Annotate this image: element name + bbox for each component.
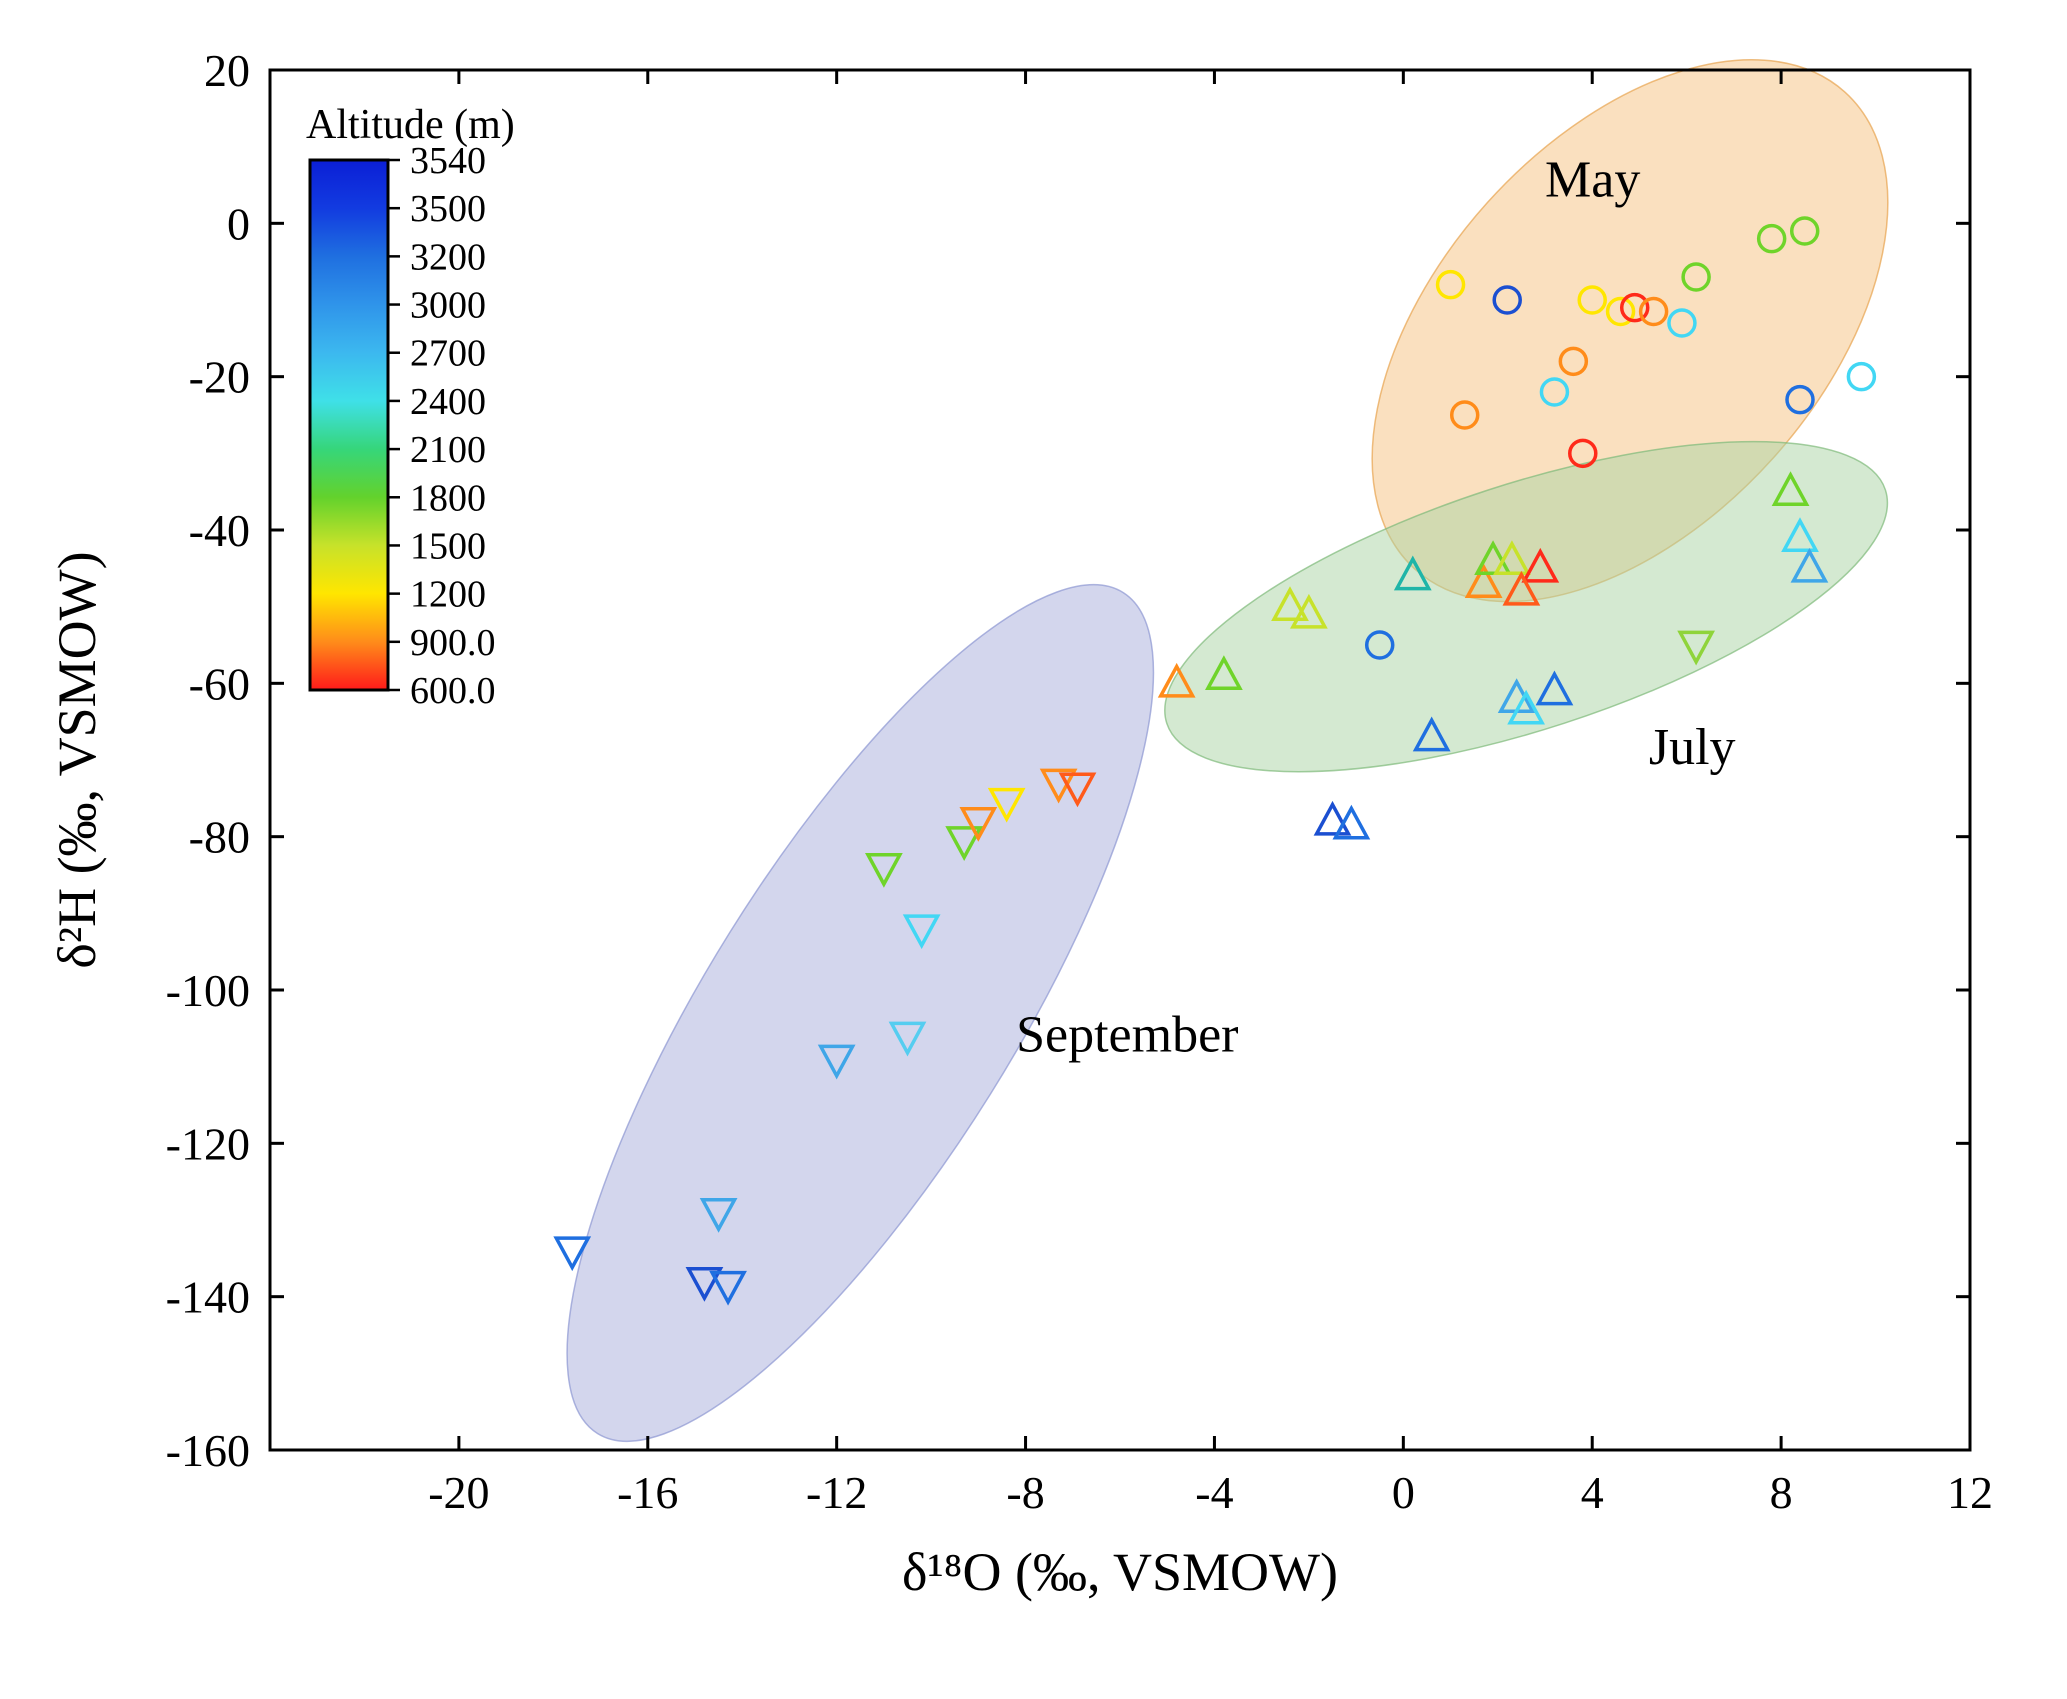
- y-tick-label: -20: [189, 352, 250, 403]
- x-tick-label: -16: [617, 1467, 678, 1518]
- y-tick-label: -60: [189, 658, 250, 709]
- x-tick-label: -4: [1195, 1467, 1233, 1518]
- y-tick-label: -40: [189, 505, 250, 556]
- cluster-label: May: [1545, 152, 1640, 209]
- cluster-label: July: [1649, 719, 1736, 776]
- x-tick-label: -12: [806, 1467, 867, 1518]
- y-tick-label: -160: [166, 1425, 250, 1476]
- x-tick-label: 4: [1581, 1467, 1604, 1518]
- y-tick-label: -100: [166, 965, 250, 1016]
- x-tick-label: 8: [1770, 1467, 1793, 1518]
- y-axis-label: δ²H (‰, VSMOW): [47, 551, 107, 968]
- isotope-scatter-chart: -20-16-12-8-404812-160-140-120-100-80-60…: [0, 0, 2067, 1699]
- colorbar-tick-label: 600.0: [410, 670, 496, 712]
- y-tick-label: 0: [227, 198, 250, 249]
- colorbar-tick-label: 1200: [410, 574, 486, 616]
- colorbar-tick-label: 3540: [410, 140, 486, 182]
- colorbar-tick-label: 3000: [410, 285, 486, 327]
- colorbar-tick-label: 2100: [410, 429, 486, 471]
- cluster-label: September: [1016, 1006, 1238, 1063]
- colorbar-tick-label: 3500: [410, 188, 486, 230]
- colorbar-tick-label: 2400: [410, 381, 486, 423]
- x-axis-label: δ¹⁸O (‰, VSMOW): [902, 1542, 1338, 1602]
- colorbar-tick-label: 1500: [410, 525, 486, 567]
- colorbar-tick-label: 900.0: [410, 622, 496, 664]
- y-tick-label: -140: [166, 1272, 250, 1323]
- y-tick-label: -120: [166, 1118, 250, 1169]
- colorbar-tick-label: 1800: [410, 477, 486, 519]
- y-tick-label: 20: [204, 45, 250, 96]
- x-tick-label: -8: [1006, 1467, 1044, 1518]
- y-tick-label: -80: [189, 812, 250, 863]
- x-tick-label: -20: [428, 1467, 489, 1518]
- colorbar-tick-label: 2700: [410, 333, 486, 375]
- colorbar: [310, 160, 388, 690]
- colorbar-tick-label: 3200: [410, 236, 486, 278]
- x-tick-label: 12: [1947, 1467, 1993, 1518]
- x-tick-label: 0: [1392, 1467, 1415, 1518]
